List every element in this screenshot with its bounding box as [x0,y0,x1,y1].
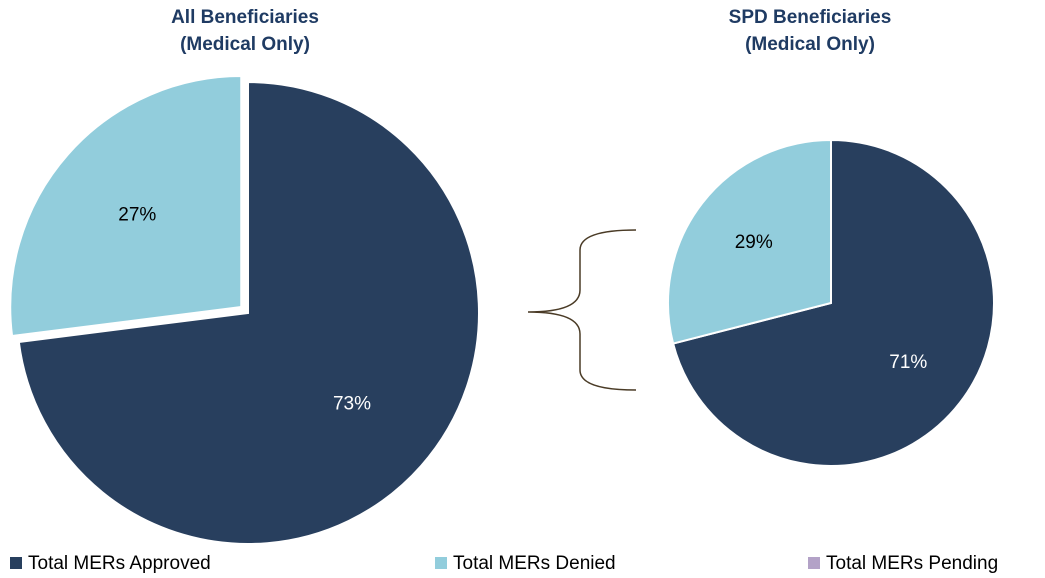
data-label: 71% [889,352,927,373]
legend-label: Total MERs Denied [453,553,616,574]
legend-swatch [10,557,22,569]
pie-slice [671,138,995,467]
legend-swatch [435,557,447,569]
brace [527,229,637,391]
data-label: 73% [333,394,371,415]
data-label: 27% [118,204,156,225]
pie-slice [17,80,480,545]
chart-title: (Medical Only) [745,34,875,55]
chart-title: SPD Beneficiaries [729,7,892,28]
legend-label: Total MERs Pending [826,553,998,574]
chart-title: (Medical Only) [180,34,310,55]
legend-swatch [808,557,820,569]
chart-title: All Beneficiaries [171,7,319,28]
legend-label: Total MERs Approved [28,553,211,574]
pie-slice [9,75,243,338]
pie-slice [667,138,832,345]
data-label: 29% [735,232,773,253]
